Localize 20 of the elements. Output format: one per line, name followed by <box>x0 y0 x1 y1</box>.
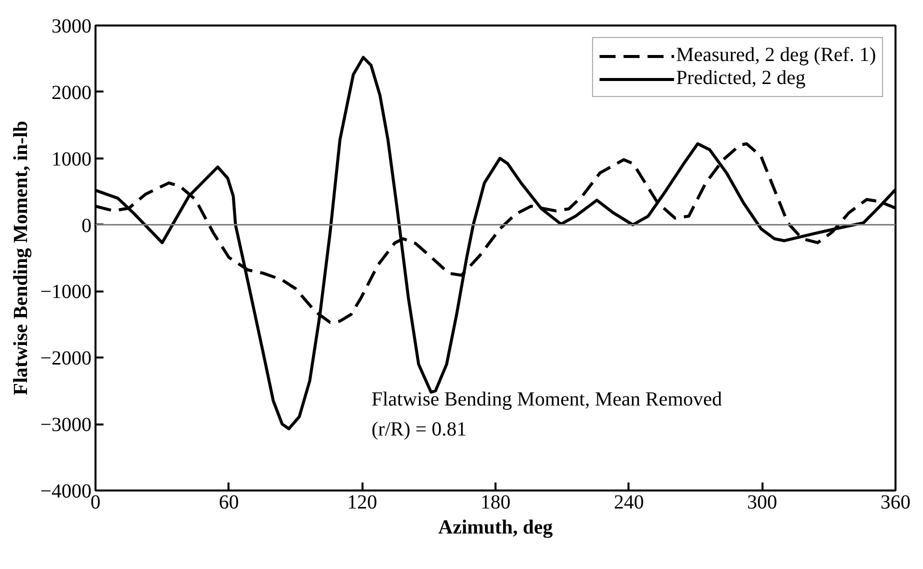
x-tick-label: 360 <box>880 492 910 514</box>
y-tick-label: −1000 <box>40 281 92 304</box>
x-tick-label: 180 <box>480 492 510 514</box>
legend-label: Measured, 2 deg (Ref. 1) <box>676 44 876 67</box>
x-axis-title: Azimuth, deg <box>438 516 553 538</box>
annotation: (r/R) = 0.81 <box>372 418 467 441</box>
x-tick-label: 120 <box>347 492 378 514</box>
x-tick-label: 60 <box>218 492 239 514</box>
annotation: Flatwise Bending Moment, Mean Removed <box>372 388 722 411</box>
y-tick-label: −3000 <box>40 414 92 436</box>
y-tick-label: −4000 <box>40 480 92 502</box>
y-tick-label: 0 <box>82 214 92 237</box>
y-tick-label: 3000 <box>52 16 92 38</box>
x-tick-label: 300 <box>747 492 778 514</box>
y-axis-title: Flatwise Bending Moment, in-lb <box>10 120 32 396</box>
y-tick-label: −2000 <box>40 348 92 370</box>
y-tick-label: 1000 <box>52 148 92 170</box>
x-tick-label: 240 <box>614 492 644 514</box>
legend-label: Predicted, 2 deg <box>676 67 806 90</box>
y-tick-label: 2000 <box>52 82 92 104</box>
